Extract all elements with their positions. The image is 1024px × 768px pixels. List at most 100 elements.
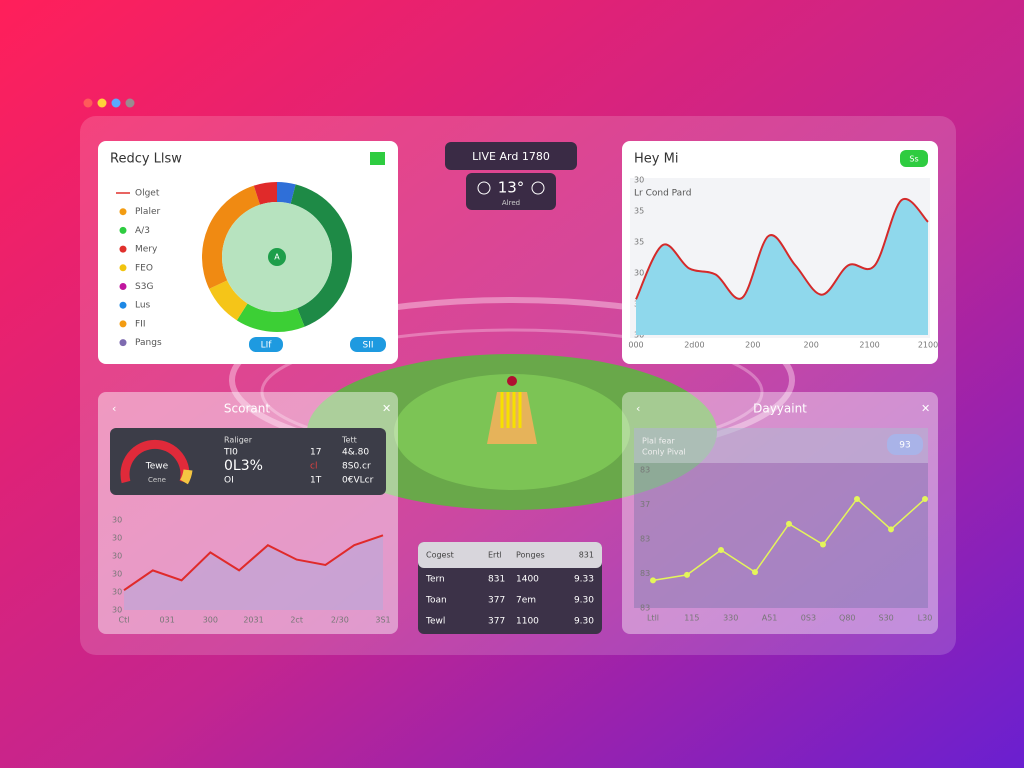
button-label[interactable]: LIf xyxy=(261,341,273,351)
panel-title: Scorant xyxy=(224,402,270,416)
table-cell: 7em xyxy=(516,596,536,606)
icon xyxy=(531,181,545,195)
point xyxy=(820,541,826,548)
badge[interactable] xyxy=(887,434,923,455)
live-title: LIVE Ard 1780 xyxy=(472,150,550,163)
x-axis-label: 2ct xyxy=(290,616,303,625)
legend-swatch xyxy=(119,339,127,347)
center-badge xyxy=(268,248,286,266)
score: 13° xyxy=(498,179,525,197)
legend-label: Plaler xyxy=(135,207,160,217)
window-dot[interactable] xyxy=(97,98,107,108)
x-axis-label: 031 xyxy=(160,616,175,625)
x-axis-label: 330 xyxy=(723,614,738,623)
x-axis-label: 3S1 xyxy=(375,616,390,625)
x-axis-label: 300 xyxy=(203,616,218,625)
button[interactable] xyxy=(249,337,283,352)
card-cell: 17 xyxy=(310,448,321,458)
live-banner xyxy=(445,142,577,170)
area xyxy=(636,198,928,335)
table-cell: Tewl xyxy=(425,617,445,627)
close-icon[interactable]: ✕ xyxy=(382,402,391,415)
window-dot[interactable] xyxy=(111,98,121,108)
card-cell: 1T xyxy=(310,476,322,486)
legend-swatch xyxy=(119,320,127,328)
window-dot[interactable] xyxy=(125,98,135,108)
donut-segment xyxy=(209,280,248,321)
back-icon[interactable]: ‹ xyxy=(112,402,116,415)
x-axis-label: A51 xyxy=(762,614,778,623)
card-cell: cl xyxy=(310,462,317,472)
x-axis-label: 200 xyxy=(804,341,819,350)
y-axis-label: 30 xyxy=(112,552,122,561)
button-label[interactable]: SII xyxy=(362,341,373,351)
y-axis-label: 30 xyxy=(112,606,122,615)
badge[interactable] xyxy=(900,150,928,167)
y-axis-label: 35 xyxy=(634,207,644,216)
x-axis-label: 000 xyxy=(628,341,643,350)
legend-swatch xyxy=(119,208,127,216)
button[interactable] xyxy=(350,337,386,352)
close-icon[interactable]: ✕ xyxy=(921,402,930,415)
icon xyxy=(477,181,491,195)
point xyxy=(650,577,656,584)
card-cell: 4&.80 xyxy=(342,448,369,458)
legend-label: Lus xyxy=(135,301,151,311)
donut-segment xyxy=(202,185,261,289)
panel-title: Dayyaint xyxy=(753,402,807,416)
panel-title: Redcy Llsw xyxy=(110,152,182,167)
grid-icon[interactable] xyxy=(370,152,385,165)
donut-segment xyxy=(236,303,305,332)
chart-header-text: Plal fear xyxy=(642,437,675,446)
y-axis-label: 30 xyxy=(112,588,122,597)
window-dot[interactable] xyxy=(83,98,93,108)
point xyxy=(718,547,724,554)
legend-label: S3G xyxy=(135,282,153,292)
badge-label[interactable]: Ss xyxy=(909,155,918,164)
table-cell: 377 xyxy=(488,596,505,606)
legend-swatch xyxy=(119,226,127,234)
y-axis-label: 30 xyxy=(112,516,122,525)
x-axis-label: L30 xyxy=(918,614,933,623)
card-head: Raliger xyxy=(224,436,253,445)
donut-segment xyxy=(277,182,296,204)
table-cell: 1400 xyxy=(516,575,539,585)
card-cell: 0€VLcr xyxy=(342,476,374,486)
donut-segment xyxy=(253,182,277,205)
point xyxy=(752,569,758,576)
table-cell: 1100 xyxy=(516,617,539,627)
legend-label: Pangs xyxy=(135,338,162,348)
y-axis-label: 30 xyxy=(112,570,122,579)
point xyxy=(684,571,690,578)
gauge-end xyxy=(180,469,193,485)
table-cell: Tern xyxy=(425,575,445,585)
table-head: Ponges xyxy=(516,551,545,560)
table-cell: 377 xyxy=(488,617,505,627)
legend-label: A/3 xyxy=(135,226,150,236)
table-cell: 9.33 xyxy=(574,575,594,585)
x-axis-label: 2/30 xyxy=(331,616,349,625)
gauge-label: Cene xyxy=(148,476,166,484)
panel-title: Hey Mi xyxy=(634,152,678,167)
badge-label[interactable]: 93 xyxy=(899,441,910,451)
back-icon[interactable]: ‹ xyxy=(636,402,640,415)
y-axis-label: 35 xyxy=(634,238,644,247)
center-label: A xyxy=(274,253,280,262)
legend-label: FEO xyxy=(135,263,153,273)
legend-swatch xyxy=(119,283,127,290)
legend-label: Mery xyxy=(135,245,158,255)
score-box xyxy=(466,173,556,210)
donut-segment xyxy=(290,184,352,327)
y-axis-label: 83 xyxy=(640,466,650,475)
x-axis-label: Q80 xyxy=(839,614,855,623)
x-axis-label: 0S3 xyxy=(801,614,816,623)
area xyxy=(124,535,383,610)
score-caption: Alred xyxy=(502,199,520,207)
table-head: Cogest xyxy=(426,551,454,560)
x-axis-label: 2031 xyxy=(243,616,263,625)
table-head: Ertl xyxy=(488,551,502,560)
line xyxy=(123,534,384,592)
x-axis-label: 115 xyxy=(684,614,699,623)
y-axis-label: 30 xyxy=(634,176,644,185)
